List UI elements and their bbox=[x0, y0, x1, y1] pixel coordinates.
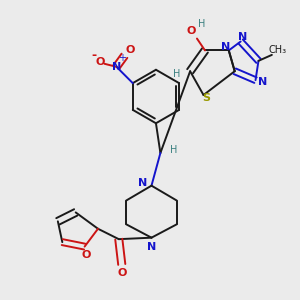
Text: -: - bbox=[91, 49, 96, 62]
Text: S: S bbox=[202, 93, 211, 103]
Text: N: N bbox=[238, 32, 247, 42]
Text: O: O bbox=[125, 45, 134, 56]
Text: N: N bbox=[147, 242, 156, 252]
Text: CH₃: CH₃ bbox=[269, 44, 287, 55]
Text: N: N bbox=[258, 76, 268, 87]
Text: +: + bbox=[118, 53, 126, 64]
Text: H: H bbox=[170, 145, 178, 155]
Text: O: O bbox=[96, 57, 105, 67]
Text: N: N bbox=[221, 43, 230, 52]
Text: H: H bbox=[173, 69, 180, 79]
Text: N: N bbox=[112, 62, 121, 72]
Text: H: H bbox=[198, 19, 206, 29]
Text: O: O bbox=[117, 268, 127, 278]
Text: N: N bbox=[138, 178, 147, 188]
Text: O: O bbox=[81, 250, 91, 260]
Text: O: O bbox=[186, 26, 196, 35]
